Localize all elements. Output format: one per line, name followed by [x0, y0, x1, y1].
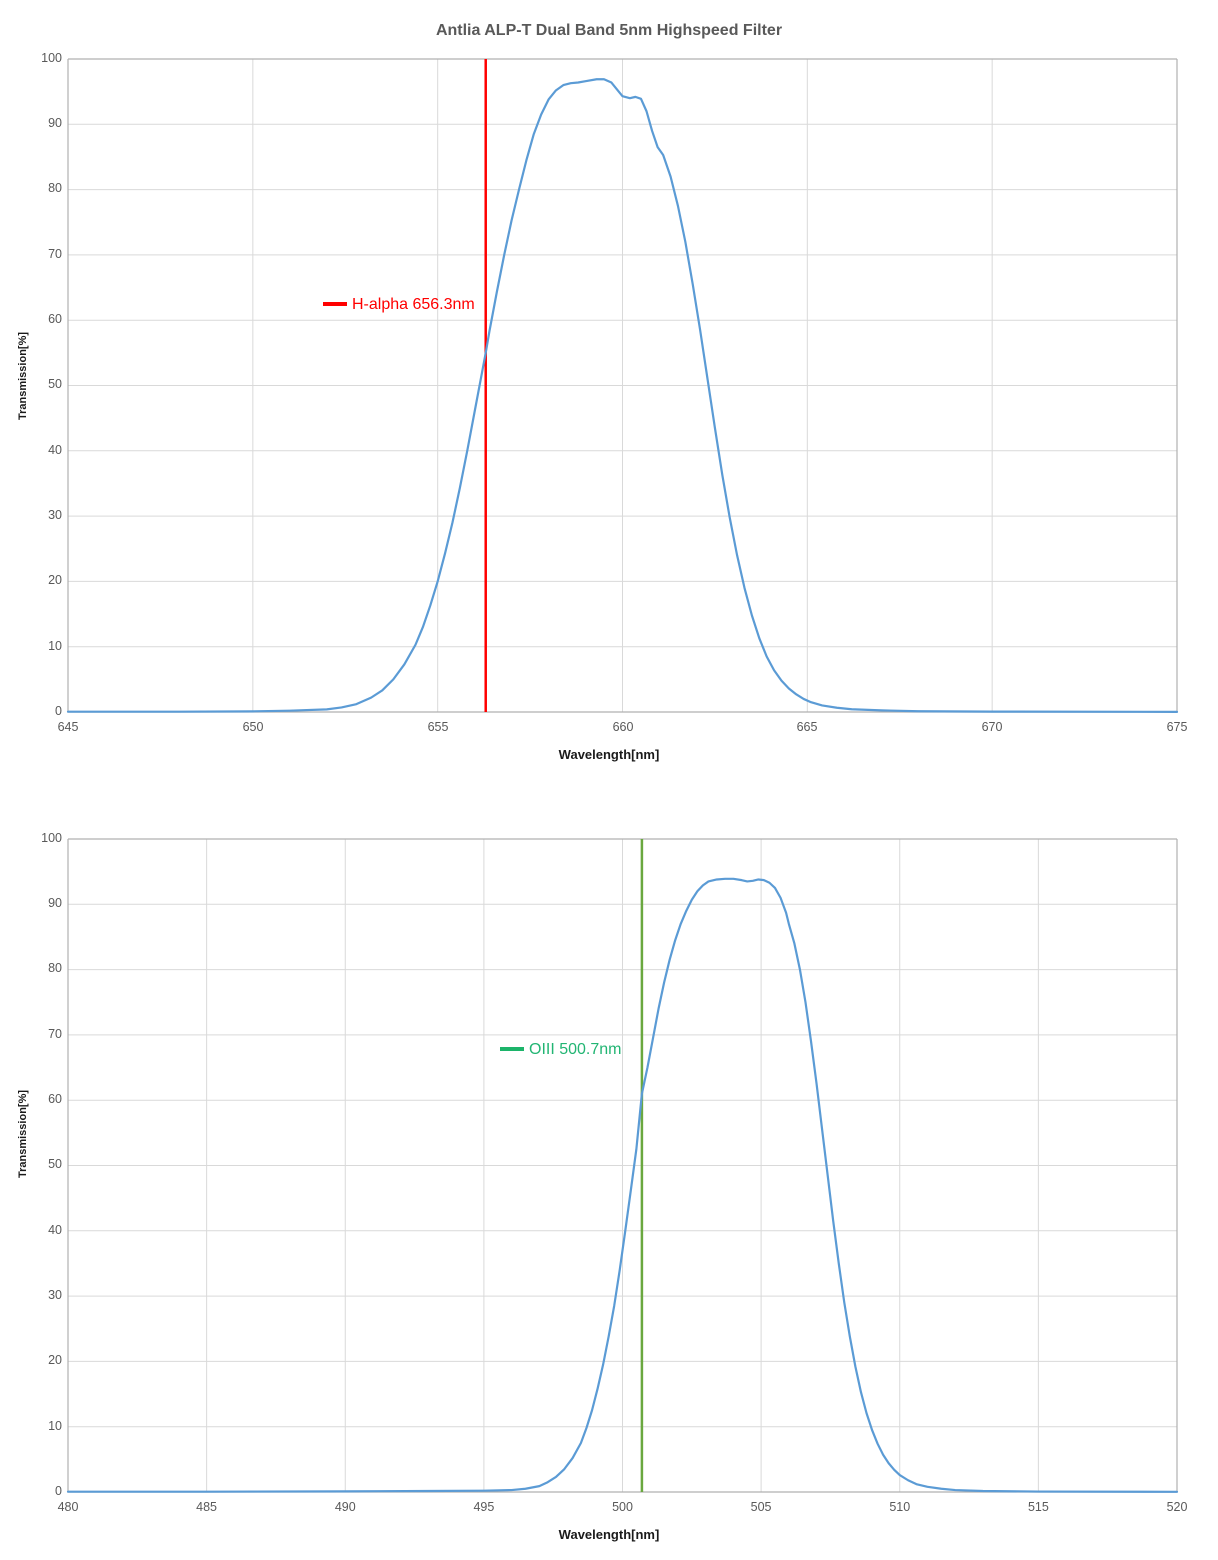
svg-text:OIII 500.7nm: OIII 500.7nm — [529, 1041, 622, 1058]
svg-text:H-alpha 656.3nm: H-alpha 656.3nm — [352, 296, 475, 313]
